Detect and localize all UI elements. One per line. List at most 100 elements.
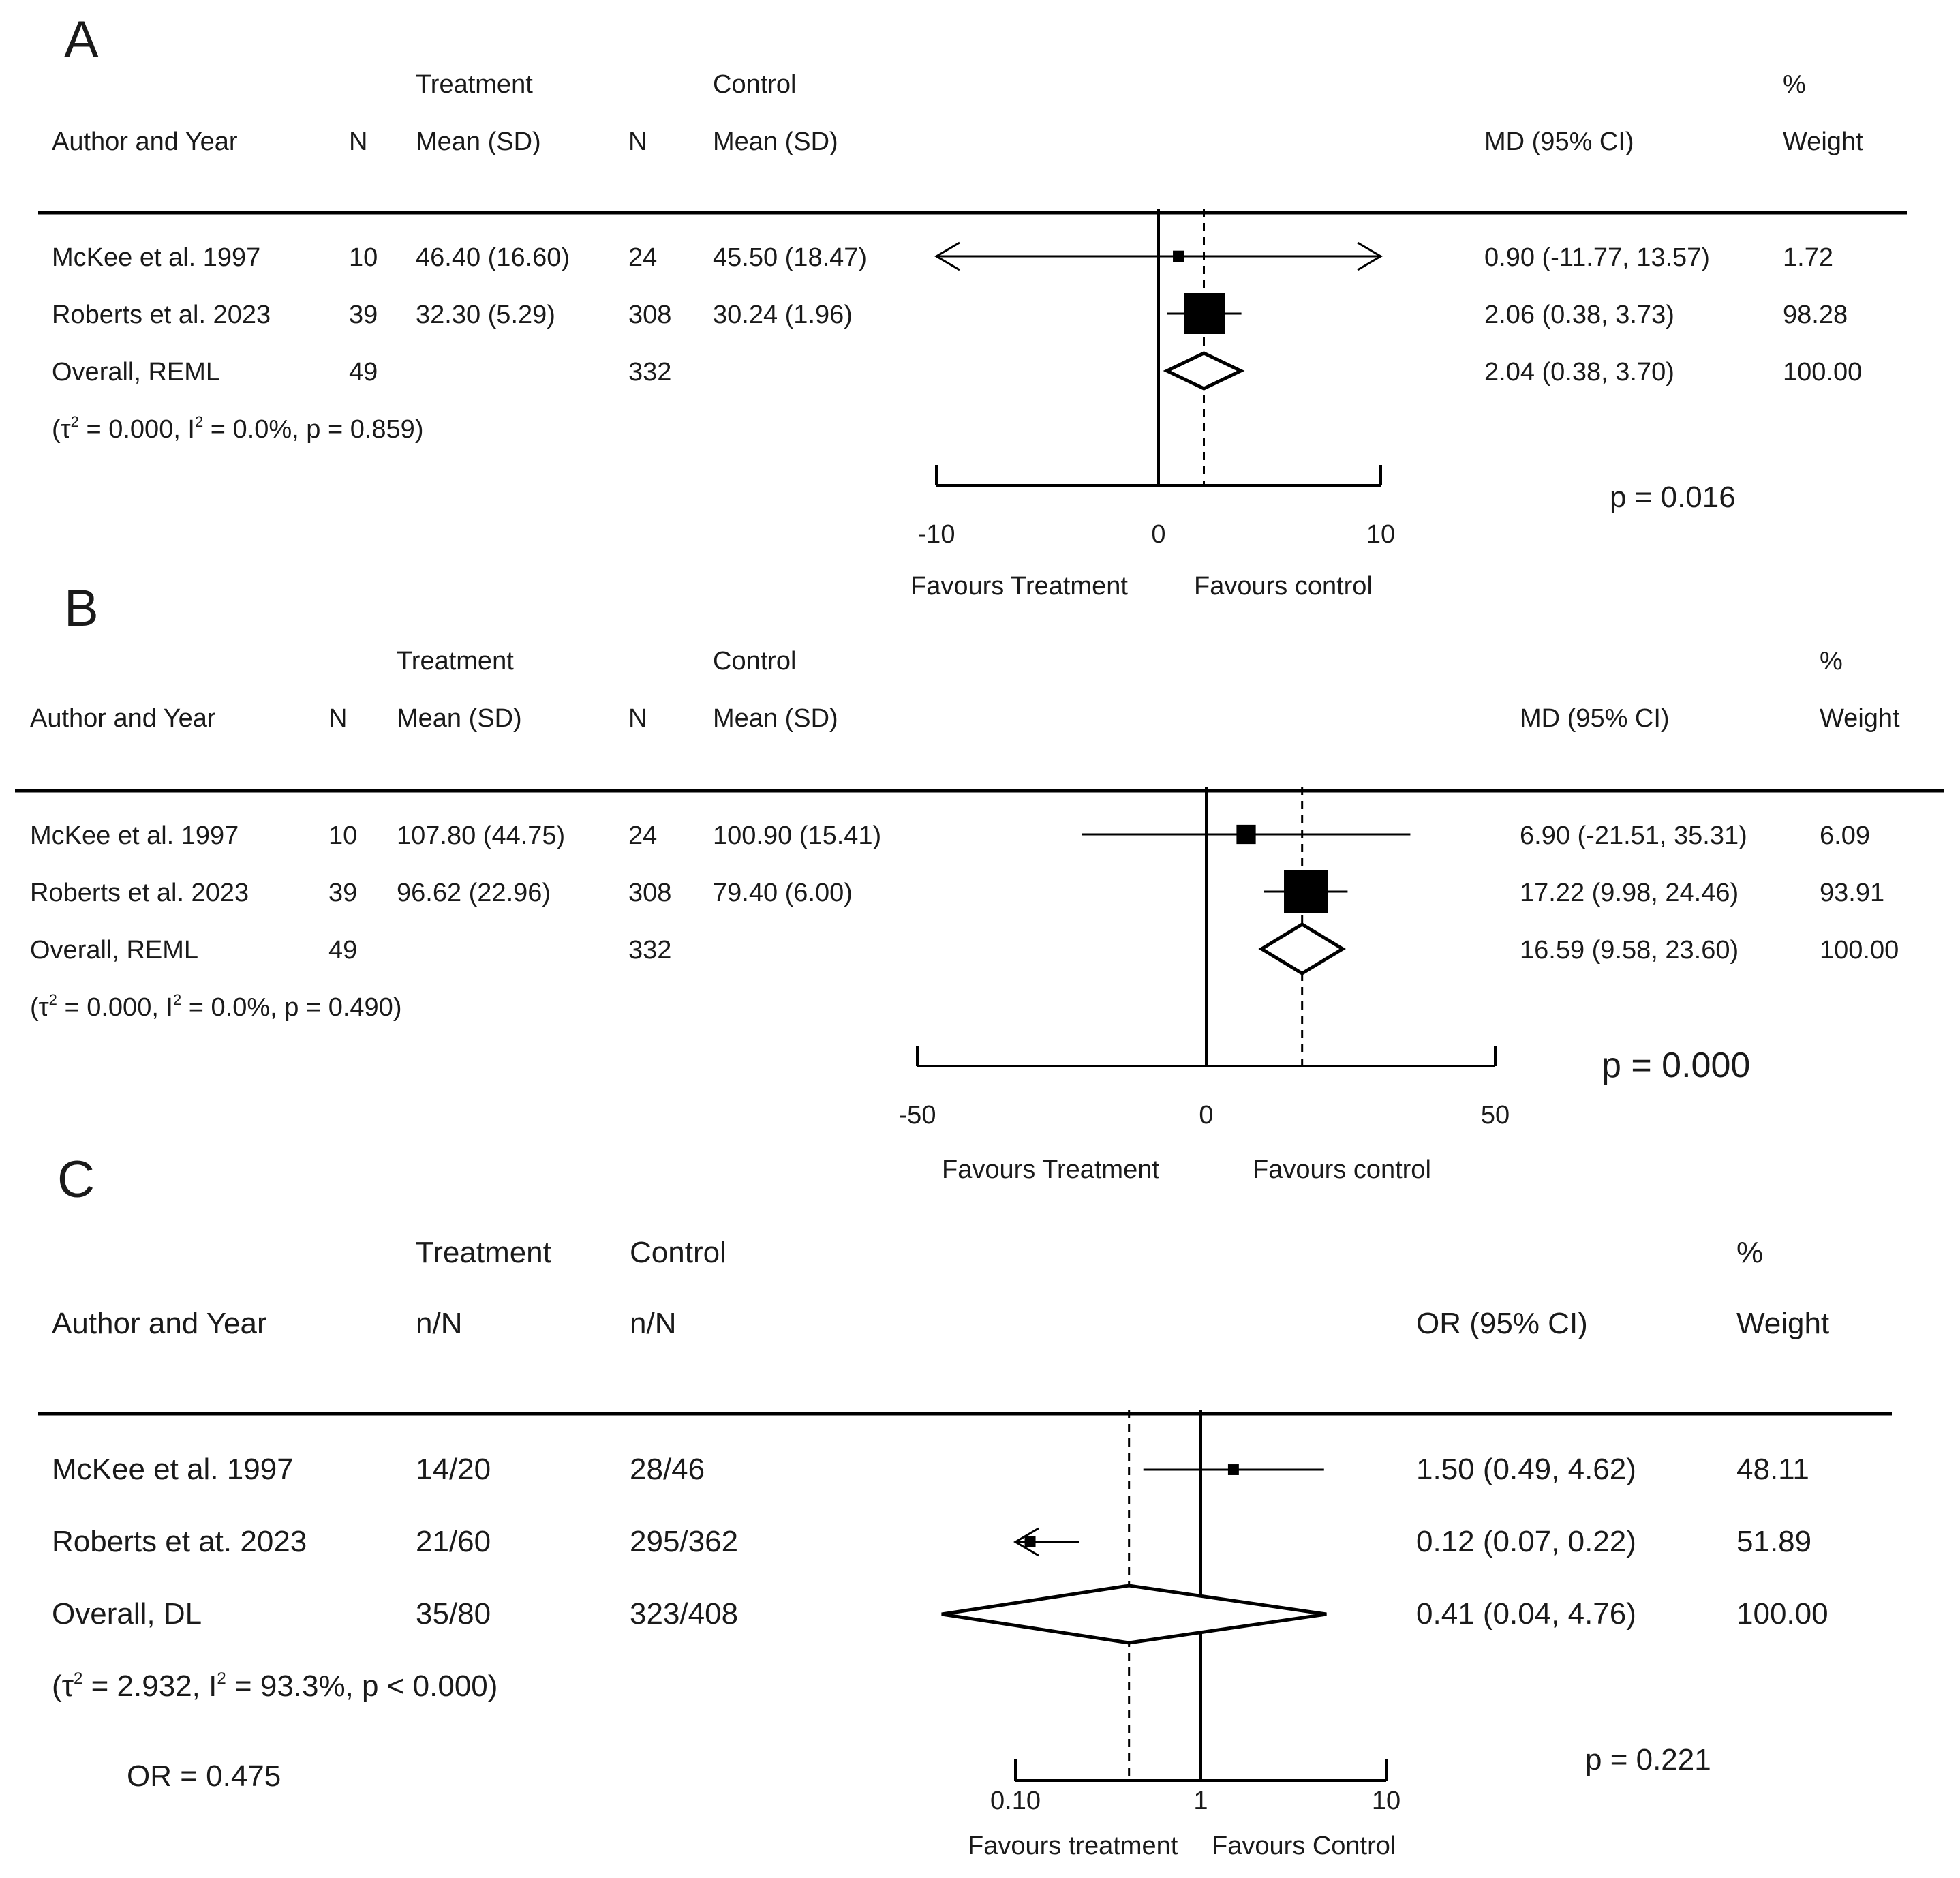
axis-tick-label: 10 xyxy=(1366,520,1395,549)
overall-n-treatment: 49 xyxy=(349,358,378,387)
header-n-treatment: N xyxy=(328,704,347,733)
panel-letter-a: A xyxy=(64,11,99,69)
study-estimate-ci: 6.90 (-21.51, 35.31) xyxy=(1520,821,1747,850)
study-label: McKee et al. 1997 xyxy=(52,1453,294,1486)
header-mean-sd-control: Mean (SD) xyxy=(713,127,838,156)
overall-diamond xyxy=(1258,922,1346,975)
study-estimate-ci: 2.06 (0.38, 3.73) xyxy=(1484,301,1674,329)
plot-area: -50 0 50 xyxy=(899,787,1510,1130)
plot-area: 0.10 1 10 xyxy=(941,1410,1400,1815)
overall-weight: 100.00 xyxy=(1783,358,1862,387)
favours-right-label: Favours control xyxy=(1194,572,1373,601)
favours-right-label: Favours Control xyxy=(1212,1832,1396,1860)
header-control: Control xyxy=(713,647,797,676)
header-weight: Weight xyxy=(1736,1307,1829,1340)
point-estimate-square xyxy=(1227,1464,1239,1475)
ci-arrow-right xyxy=(1357,241,1383,271)
x-axis: -10 0 10 xyxy=(918,465,1395,549)
overall-label: Overall, DL xyxy=(52,1597,202,1631)
overall-estimate-ci: 0.41 (0.04, 4.76) xyxy=(1416,1597,1636,1631)
header-mean-sd-treatment: Mean (SD) xyxy=(416,127,541,156)
axis-tick-label: -10 xyxy=(918,520,955,549)
favours-left-label: Favours treatment xyxy=(968,1832,1178,1860)
panel-letter-c: C xyxy=(57,1151,95,1209)
study-ci xyxy=(1082,824,1411,845)
x-axis: -50 0 50 xyxy=(899,1046,1510,1130)
study-mean-control: 79.40 (6.00) xyxy=(713,879,853,907)
study-label: McKee et al. 1997 xyxy=(52,243,260,272)
header-author-year: Author and Year xyxy=(30,704,216,733)
header-weight: Weight xyxy=(1783,127,1863,156)
overall-n-control: 332 xyxy=(628,936,671,965)
header-or-ci: OR (95% CI) xyxy=(1416,1307,1588,1340)
study-estimate-ci: 0.12 (0.07, 0.22) xyxy=(1416,1525,1636,1558)
study-ci xyxy=(1013,1527,1079,1557)
favours-left-label: Favours Treatment xyxy=(942,1155,1159,1184)
favours-right-label: Favours control xyxy=(1253,1155,1431,1184)
axis-tick-label: 0 xyxy=(1151,520,1165,549)
overall-estimate-ci: 2.04 (0.38, 3.70) xyxy=(1484,358,1674,387)
point-estimate-square xyxy=(1236,824,1256,845)
header-percent: % xyxy=(1736,1236,1763,1269)
panel-c: C Treatment Control % Author and Year n/… xyxy=(38,1151,1892,1860)
study-label: Roberts et at. 2023 xyxy=(52,1525,307,1558)
header-author-year: Author and Year xyxy=(52,127,238,156)
ci-arrow-left xyxy=(1013,1527,1039,1557)
axis-tick-label: -50 xyxy=(899,1101,936,1130)
overall-n-treatment: 49 xyxy=(328,936,357,965)
heterogeneity-stats: (τ2 = 0.000, I2 = 0.0%, p = 0.859) xyxy=(52,413,423,444)
heterogeneity-stats: (τ2 = 0.000, I2 = 0.0%, p = 0.490) xyxy=(30,991,401,1022)
study-n-control: 308 xyxy=(628,301,671,329)
axis-tick-label: 0.10 xyxy=(990,1787,1041,1815)
point-estimate-square xyxy=(1184,293,1225,334)
panel-b: B Treatment Control % Author and Year N … xyxy=(15,579,1944,1184)
header-md-ci: MD (95% CI) xyxy=(1484,127,1634,156)
study-ci xyxy=(934,241,1383,271)
overall-events-treatment: 35/80 xyxy=(416,1597,491,1631)
favours-left-label: Favours Treatment xyxy=(910,572,1128,601)
header-control: Control xyxy=(713,70,797,99)
point-estimate-square xyxy=(1024,1536,1036,1547)
study-mean-control: 30.24 (1.96) xyxy=(713,301,853,329)
study-ci xyxy=(1167,293,1242,334)
study-weight: 98.28 xyxy=(1783,301,1848,329)
study-weight: 93.91 xyxy=(1820,879,1884,907)
header-nn-treatment: n/N xyxy=(416,1307,462,1340)
study-mean-treatment: 96.62 (22.96) xyxy=(397,879,551,907)
study-events-treatment: 14/20 xyxy=(416,1453,491,1486)
overall-estimate-ci: 16.59 (9.58, 23.60) xyxy=(1520,936,1739,965)
study-weight: 6.09 xyxy=(1820,821,1870,850)
study-weight: 1.72 xyxy=(1783,243,1833,272)
header-nn-control: n/N xyxy=(630,1307,676,1340)
study-n-treatment: 10 xyxy=(328,821,357,850)
study-ci xyxy=(1264,870,1348,913)
study-n-control: 308 xyxy=(628,879,671,907)
study-n-control: 24 xyxy=(628,243,657,272)
study-n-control: 24 xyxy=(628,821,657,850)
overall-diamond xyxy=(1163,351,1245,391)
axis-tick-label: 50 xyxy=(1481,1101,1510,1130)
point-estimate-square xyxy=(1173,250,1184,262)
overall-diamond xyxy=(941,1584,1327,1645)
overall-label: Overall, REML xyxy=(52,358,220,387)
overall-weight: 100.00 xyxy=(1820,936,1899,965)
header-percent: % xyxy=(1820,647,1843,676)
header-control: Control xyxy=(630,1236,726,1269)
study-mean-control: 45.50 (18.47) xyxy=(713,243,867,272)
header-mean-sd-control: Mean (SD) xyxy=(713,704,838,733)
header-n-control: N xyxy=(628,127,647,156)
study-events-control: 28/46 xyxy=(630,1453,705,1486)
axis-tick-label: 0 xyxy=(1199,1101,1213,1130)
study-mean-control: 100.90 (15.41) xyxy=(713,821,881,850)
point-estimate-square xyxy=(1284,870,1328,913)
study-n-treatment: 10 xyxy=(349,243,378,272)
study-weight: 48.11 xyxy=(1736,1453,1809,1486)
overall-n-control: 332 xyxy=(628,358,671,387)
header-author-year: Author and Year xyxy=(52,1307,267,1340)
header-md-ci: MD (95% CI) xyxy=(1520,704,1670,733)
study-events-treatment: 21/60 xyxy=(416,1525,491,1558)
plot-area: -10 0 10 xyxy=(918,209,1395,549)
study-mean-treatment: 46.40 (16.60) xyxy=(416,243,570,272)
header-n-control: N xyxy=(628,704,647,733)
